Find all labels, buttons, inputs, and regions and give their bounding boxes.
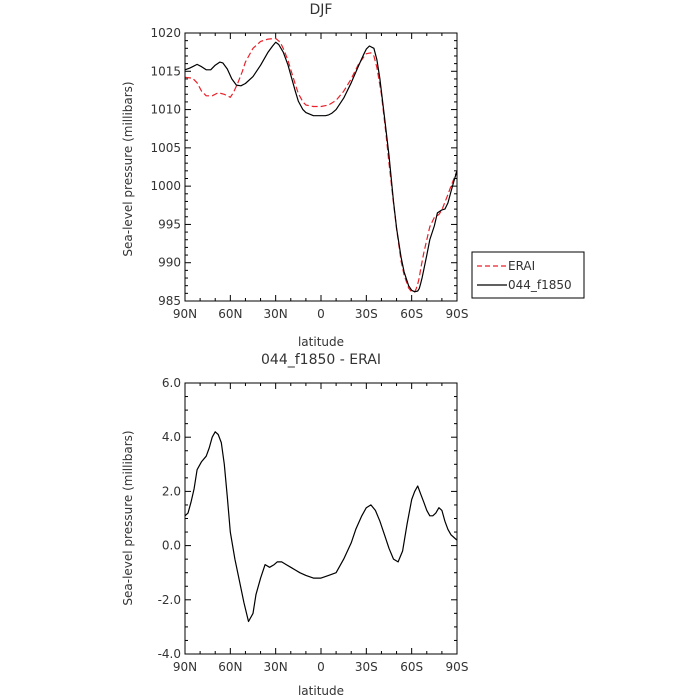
- djf-x-tick-label: 90S: [446, 307, 469, 321]
- djf-series-lines: [184, 37, 458, 293]
- djf-y-tick-label: 995: [158, 217, 181, 231]
- djf-y-tick-label: 1015: [150, 64, 181, 78]
- difference-x-tick-label: 30S: [355, 660, 378, 674]
- difference-chart-title: 044_f1850 - ERAI: [261, 352, 381, 368]
- difference-axis-ticks: [184, 382, 458, 655]
- djf-x-axis-label: latitude: [298, 335, 344, 349]
- difference-y-tick-label: -4.0: [158, 647, 181, 661]
- djf-x-tick-label: 0: [317, 307, 325, 321]
- difference-x-tick-label: 60S: [400, 660, 423, 674]
- djf-x-tick-label: 30S: [355, 307, 378, 321]
- djf-x-tick-label: 60S: [400, 307, 423, 321]
- difference-y-tick-label: 2.0: [162, 484, 181, 498]
- difference-x-tick-label: 60N: [218, 660, 242, 674]
- difference-y-tick-label: 4.0: [162, 430, 181, 444]
- difference-y-tick-label: 0.0: [162, 539, 181, 553]
- difference-series-line-line: [184, 431, 458, 623]
- djf-y-tick-label: 1010: [150, 103, 181, 117]
- difference-tick-labels: 90N 60N 30N 0 30S 60S 90S -4.0 -2.0 0.0 2.0 4.0 6.0: [158, 376, 469, 674]
- djf-series-erai-line: [184, 37, 458, 293]
- djf-y-tick-label: 1005: [150, 141, 181, 155]
- djf-x-tick-label: 60N: [218, 307, 242, 321]
- djf-series-044-f1850-line: [184, 41, 458, 293]
- legend-box: [471, 251, 585, 299]
- djf-plot-frame: [184, 32, 458, 302]
- difference-y-axis-label: Sea-level pressure (millibars): [121, 430, 135, 605]
- difference-x-axis-label: latitude: [298, 684, 344, 698]
- difference-y-tick-label: 6.0: [162, 376, 181, 390]
- difference-panel: 044_f1850 - ERAI Sea-level pressure (mil…: [121, 352, 468, 698]
- difference-y-tick-label: -2.0: [158, 593, 181, 607]
- djf-y-tick-label: 990: [158, 256, 181, 270]
- djf-panel: DJF Sea-level pressure (millibars) latit…: [121, 2, 468, 349]
- difference-series-line: [184, 431, 458, 623]
- difference-x-tick-label: 90S: [446, 660, 469, 674]
- djf-x-tick-label: 90N: [173, 307, 197, 321]
- djf-y-tick-label: 1020: [150, 26, 181, 40]
- legend-erai-label: ERAI: [508, 259, 535, 273]
- djf-chart-title: DJF: [310, 2, 333, 18]
- djf-y-tick-label: 985: [158, 294, 181, 308]
- legend-model-label: 044_f1850: [508, 278, 572, 292]
- djf-tick-labels: 90N 60N 30N 0 30S 60S 90S 985 990 995 1000 1005 1010…: [150, 26, 468, 321]
- difference-plot-frame: [184, 382, 458, 655]
- djf-axis-ticks: [184, 32, 458, 302]
- djf-y-tick-label: 1000: [150, 179, 181, 193]
- difference-x-tick-label: 30N: [264, 660, 288, 674]
- difference-x-tick-label: 90N: [173, 660, 197, 674]
- djf-x-tick-label: 30N: [264, 307, 288, 321]
- djf-legend: ERAI 044_f1850: [471, 251, 585, 299]
- djf-y-axis-label: Sea-level pressure (millibars): [121, 81, 135, 256]
- difference-x-tick-label: 0: [317, 660, 325, 674]
